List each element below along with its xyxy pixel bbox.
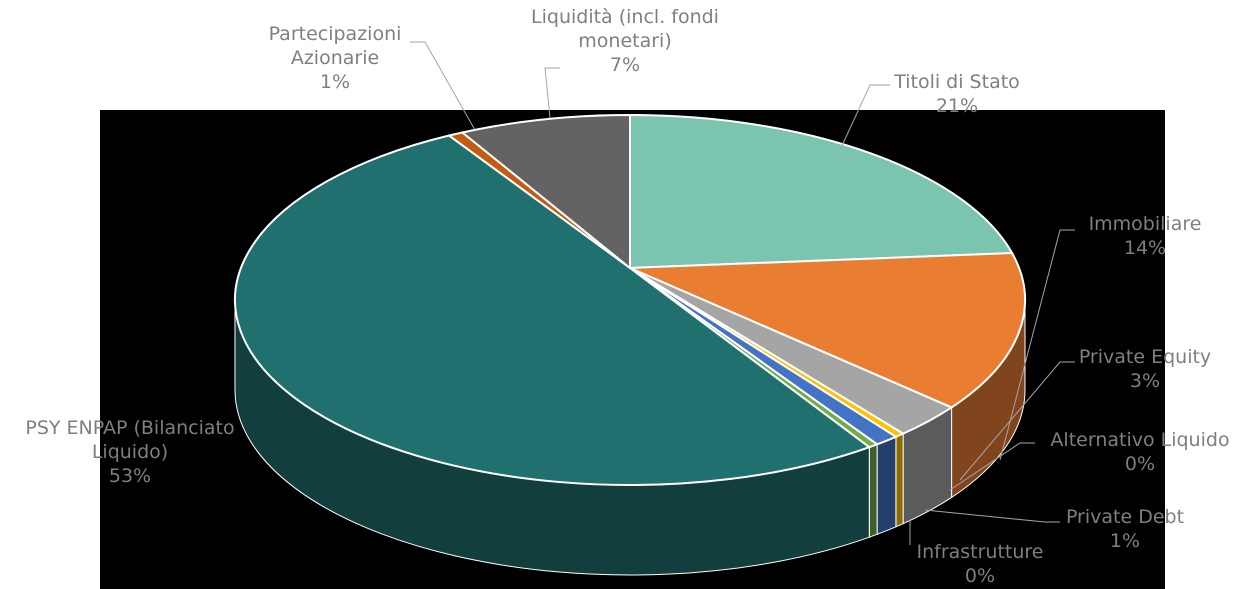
- category-label: Immobiliare: [1088, 213, 1202, 235]
- leader-line: [949, 442, 1035, 491]
- leader-line: [839, 84, 890, 151]
- value-label: 21%: [935, 95, 979, 117]
- value-label: 0%: [1124, 453, 1156, 475]
- category-label: Private Equity: [1078, 346, 1212, 368]
- value-label: 14%: [1123, 237, 1167, 259]
- pie-slice: [629, 252, 1026, 409]
- data-label: Immobiliare 14%: [1065, 212, 1225, 260]
- category-label: PSY ENPAP (Bilanciato Liquido): [25, 417, 235, 463]
- value-label: 1%: [1109, 530, 1141, 552]
- leader-line: [999, 229, 1075, 461]
- data-label: Liquidità (incl. fondi monetari) 7%: [510, 5, 740, 77]
- value-label: 7%: [609, 54, 641, 76]
- value-label: 1%: [319, 71, 351, 93]
- category-label: Titoli di Stato: [894, 71, 1020, 93]
- data-label: Private Debt 1%: [1035, 505, 1215, 553]
- pie-side: [895, 432, 904, 528]
- value-label: 0%: [964, 565, 996, 587]
- category-label: Liquidità (incl. fondi monetari): [531, 6, 719, 52]
- category-label: Alternativo Liquido: [1050, 429, 1230, 451]
- pie-slice: [629, 113, 1014, 270]
- pie-side: [876, 436, 897, 536]
- data-label: Partecipazioni Azionarie 1%: [250, 22, 420, 94]
- data-label: Alternativo Liquido 0%: [1030, 428, 1250, 476]
- data-label: Titoli di Stato 21%: [857, 70, 1057, 118]
- data-label: PSY ENPAP (Bilanciato Liquido) 53%: [0, 416, 260, 488]
- category-label: Private Debt: [1065, 506, 1185, 528]
- value-label: 53%: [108, 465, 152, 487]
- data-label: Private Equity 3%: [1065, 345, 1225, 393]
- category-label: Partecipazioni Azionarie: [268, 23, 402, 69]
- leader-line: [544, 67, 560, 119]
- leader-line: [924, 509, 1060, 523]
- leader-line: [959, 361, 1075, 481]
- value-label: 3%: [1129, 370, 1161, 392]
- leader-line: [410, 41, 476, 131]
- data-label: Infrastrutture 0%: [895, 540, 1065, 588]
- pie-slice: [460, 113, 631, 271]
- pie-slice: [234, 134, 872, 486]
- category-label: Infrastrutture: [916, 541, 1044, 563]
- pie-side: [868, 443, 878, 538]
